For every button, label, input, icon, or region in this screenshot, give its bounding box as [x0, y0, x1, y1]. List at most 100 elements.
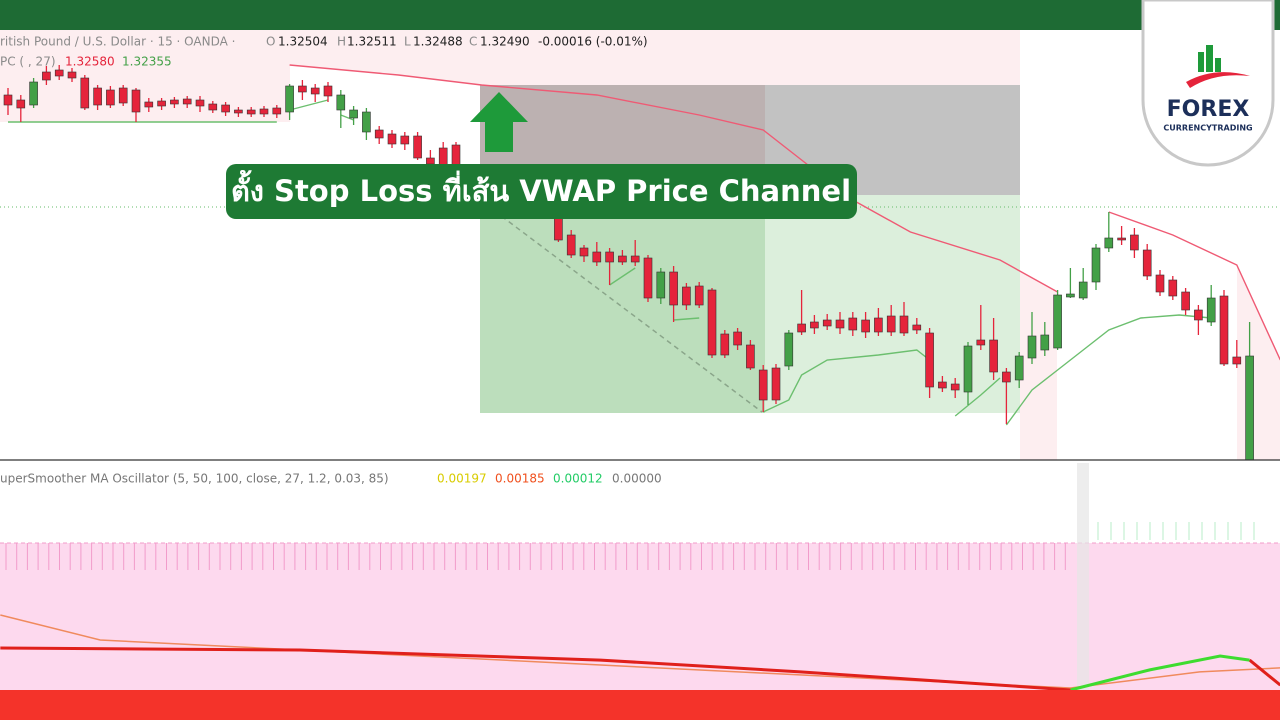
candle-body: [67, 71, 77, 79]
candle-body: [144, 101, 154, 108]
candle-body: [861, 319, 870, 333]
candle-body: [810, 321, 819, 329]
target-zone-filled: [480, 195, 765, 413]
candle-body: [16, 99, 26, 109]
candle-body: [643, 257, 653, 299]
oscillator-line: [1248, 658, 1280, 687]
logo-badge: [1141, 0, 1275, 167]
candle-body: [1194, 309, 1203, 321]
candle-body: [976, 339, 986, 346]
candle-body: [80, 77, 90, 109]
candle-body: [758, 369, 768, 401]
candle-body: [272, 107, 282, 115]
candle-body: [848, 317, 858, 331]
candle-body: [720, 333, 730, 356]
candle-body: [1066, 293, 1075, 298]
candle-body: [131, 89, 141, 113]
candle-body: [771, 367, 781, 401]
symbol-label: ritish Pound / U.S. Dollar · 15 · OANDA …: [0, 35, 235, 49]
candle-body: [1104, 237, 1114, 249]
candle-body: [1181, 291, 1190, 311]
candle-body: [963, 345, 973, 393]
candle-body: [42, 71, 51, 81]
candle-body: [1168, 279, 1178, 297]
candle-body: [1142, 249, 1152, 277]
oscillator-value: 0.00000: [612, 472, 662, 486]
candle-body: [797, 323, 806, 333]
candle-body: [246, 109, 256, 115]
bottom-bar: [0, 690, 1280, 720]
oscillator-value: 0.00185: [495, 472, 545, 486]
logo-tagline: CURRENCYTRADING: [1163, 124, 1252, 133]
candle-body: [1117, 237, 1126, 241]
candle-body: [989, 339, 998, 373]
candle-body: [630, 255, 640, 263]
banner-text: ตั้ง Stop Loss ที่เส้น VWAP Price Channe…: [231, 169, 851, 208]
candle-body: [362, 111, 371, 133]
candle-body: [323, 85, 333, 97]
oscillator-line: [0, 646, 1071, 692]
candle-body: [1014, 355, 1024, 381]
candle-body: [336, 94, 346, 111]
candle-body: [874, 317, 883, 333]
candle-body: [3, 94, 13, 106]
field-value: 1.32490: [480, 35, 530, 49]
candle-body: [349, 109, 358, 119]
candle-body: [1053, 294, 1062, 349]
price-marks: [0, 64, 1280, 461]
oscillator-line: [1070, 654, 1250, 692]
candle-body: [221, 104, 230, 113]
candle-body: [400, 135, 410, 145]
candle-body: [618, 255, 627, 263]
candle-body: [426, 157, 435, 165]
logo-building: [1206, 45, 1213, 72]
candle-body: [1155, 274, 1165, 293]
candle-body: [1206, 297, 1216, 323]
candle-body: [566, 234, 576, 256]
candle-body: [413, 135, 422, 159]
candle-body: [682, 286, 691, 306]
candle-body: [1219, 295, 1229, 365]
candle-body: [1232, 356, 1242, 365]
candle-body: [285, 85, 294, 113]
candle-body: [1245, 355, 1254, 461]
channel-label: PC ( , 27): [0, 55, 56, 69]
candle-body: [157, 100, 166, 107]
field-value: 1.32504: [278, 35, 328, 49]
field-value: 1.32488: [413, 35, 463, 49]
candle-body: [195, 99, 205, 107]
candle-body: [835, 319, 845, 329]
candle-body: [310, 87, 320, 95]
candle-body: [54, 69, 64, 77]
candle-body: [208, 103, 218, 111]
candle-body: [93, 87, 102, 106]
oscillator-marks: [0, 614, 1280, 692]
candle-body: [592, 251, 602, 263]
candle-body: [694, 285, 704, 306]
candle-body: [106, 89, 115, 106]
candle-body: [733, 331, 742, 346]
trade-path: [479, 199, 763, 413]
candle-body: [29, 81, 38, 106]
channel-line: [289, 64, 1280, 361]
candle-body: [746, 344, 755, 369]
candle-body: [784, 332, 794, 367]
histogram-ticks: [5, 522, 1255, 570]
highlight-column: [1077, 463, 1089, 690]
candle-body: [1040, 334, 1050, 351]
candle-body: [605, 251, 614, 263]
oscillator-line: [0, 614, 1280, 689]
candle-body: [925, 332, 934, 388]
logo-building: [1198, 52, 1204, 72]
candle-body: [886, 315, 896, 333]
candle-body: [912, 324, 922, 331]
banner: [226, 164, 857, 219]
oscillator-value: 0.00197: [437, 472, 487, 486]
logo-building: [1215, 58, 1221, 72]
logo-name: FOREX: [1167, 97, 1250, 122]
field-label: O: [266, 35, 275, 49]
candle-body: [234, 109, 243, 114]
candle-body: [579, 247, 589, 257]
